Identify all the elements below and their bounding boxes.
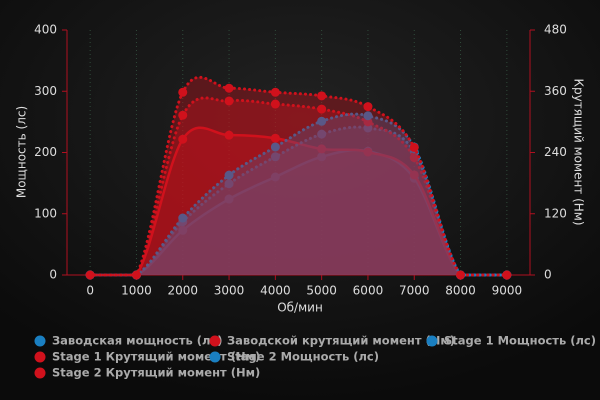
data-point bbox=[178, 134, 188, 144]
data-point bbox=[178, 87, 188, 97]
data-point bbox=[317, 91, 327, 101]
legend-marker bbox=[209, 351, 221, 363]
data-point bbox=[224, 83, 234, 93]
series-line bbox=[88, 112, 509, 277]
legend-marker bbox=[209, 335, 221, 347]
data-point bbox=[178, 213, 188, 223]
y-tick-label: 100 bbox=[34, 206, 57, 220]
legend-marker bbox=[34, 367, 46, 379]
series-line bbox=[88, 126, 509, 277]
series-line bbox=[88, 96, 509, 277]
data-point bbox=[363, 102, 373, 112]
data-point bbox=[317, 116, 327, 126]
data-point bbox=[363, 147, 373, 157]
data-point bbox=[224, 170, 234, 180]
legend-marker bbox=[34, 335, 46, 347]
data-point bbox=[178, 110, 188, 120]
data-point bbox=[317, 152, 327, 162]
series-area bbox=[90, 150, 507, 275]
series-area bbox=[90, 114, 507, 275]
data-point bbox=[409, 153, 419, 163]
series-area bbox=[90, 127, 507, 275]
data-point bbox=[409, 170, 419, 180]
data-point bbox=[270, 142, 280, 152]
data-point bbox=[270, 152, 280, 162]
data-point bbox=[456, 270, 466, 280]
legend-label: Заводской крутящий момент (Нм) bbox=[227, 334, 455, 348]
x-tick-label: 0 bbox=[86, 284, 94, 298]
y2-tick-label: 0 bbox=[544, 268, 552, 282]
legend-label: Stage 2 Мощность (лс) bbox=[227, 350, 379, 364]
legend-label: Stage 2 Крутящий момент (Нм) bbox=[52, 366, 260, 380]
data-point bbox=[270, 172, 280, 182]
y2-tick-label: 120 bbox=[544, 206, 567, 220]
y-tick-label: 0 bbox=[49, 268, 57, 282]
data-point bbox=[85, 270, 95, 280]
data-point bbox=[178, 225, 188, 235]
y2-tick-label: 360 bbox=[544, 84, 567, 98]
data-point bbox=[270, 87, 280, 97]
y2-axis-label: Крутящий момент (Нм) bbox=[572, 78, 586, 225]
x-tick-label: 9000 bbox=[492, 284, 523, 298]
y-axis-label: Мощность (лс) bbox=[15, 106, 29, 198]
series-line bbox=[88, 75, 509, 277]
legend-label: Заводская мощность (лс) bbox=[52, 334, 223, 348]
x-tick-label: 6000 bbox=[353, 284, 384, 298]
y-tick-label: 400 bbox=[34, 23, 57, 37]
y2-tick-label: 480 bbox=[544, 23, 567, 37]
series-area bbox=[90, 97, 507, 275]
x-tick-label: 3000 bbox=[214, 284, 245, 298]
legend-marker bbox=[426, 335, 438, 347]
data-point bbox=[270, 133, 280, 143]
data-point bbox=[317, 144, 327, 154]
data-point bbox=[409, 142, 419, 152]
data-point bbox=[224, 179, 234, 189]
data-point bbox=[131, 270, 141, 280]
x-tick-label: 8000 bbox=[445, 284, 476, 298]
legend-label: Stage 1 Мощность (лс) bbox=[444, 334, 596, 348]
data-point bbox=[224, 194, 234, 204]
data-point bbox=[363, 111, 373, 121]
y-tick-label: 300 bbox=[34, 84, 57, 98]
x-axis-label: Об/мин bbox=[277, 301, 323, 315]
x-tick-label: 5000 bbox=[306, 284, 337, 298]
x-tick-label: 1000 bbox=[121, 284, 152, 298]
y2-tick-label: 240 bbox=[544, 145, 567, 159]
data-point bbox=[224, 96, 234, 106]
series-area bbox=[90, 77, 507, 275]
y-tick-label: 200 bbox=[34, 145, 57, 159]
legend-label: Stage 1 Крутящий момент (Нм) bbox=[52, 350, 260, 364]
x-tick-label: 2000 bbox=[167, 284, 198, 298]
data-point bbox=[224, 130, 234, 140]
data-point bbox=[270, 99, 280, 109]
data-point bbox=[502, 270, 512, 280]
x-tick-label: 4000 bbox=[260, 284, 291, 298]
data-point bbox=[317, 129, 327, 139]
legend-marker bbox=[34, 351, 46, 363]
x-tick-label: 7000 bbox=[399, 284, 430, 298]
data-point bbox=[317, 104, 327, 114]
